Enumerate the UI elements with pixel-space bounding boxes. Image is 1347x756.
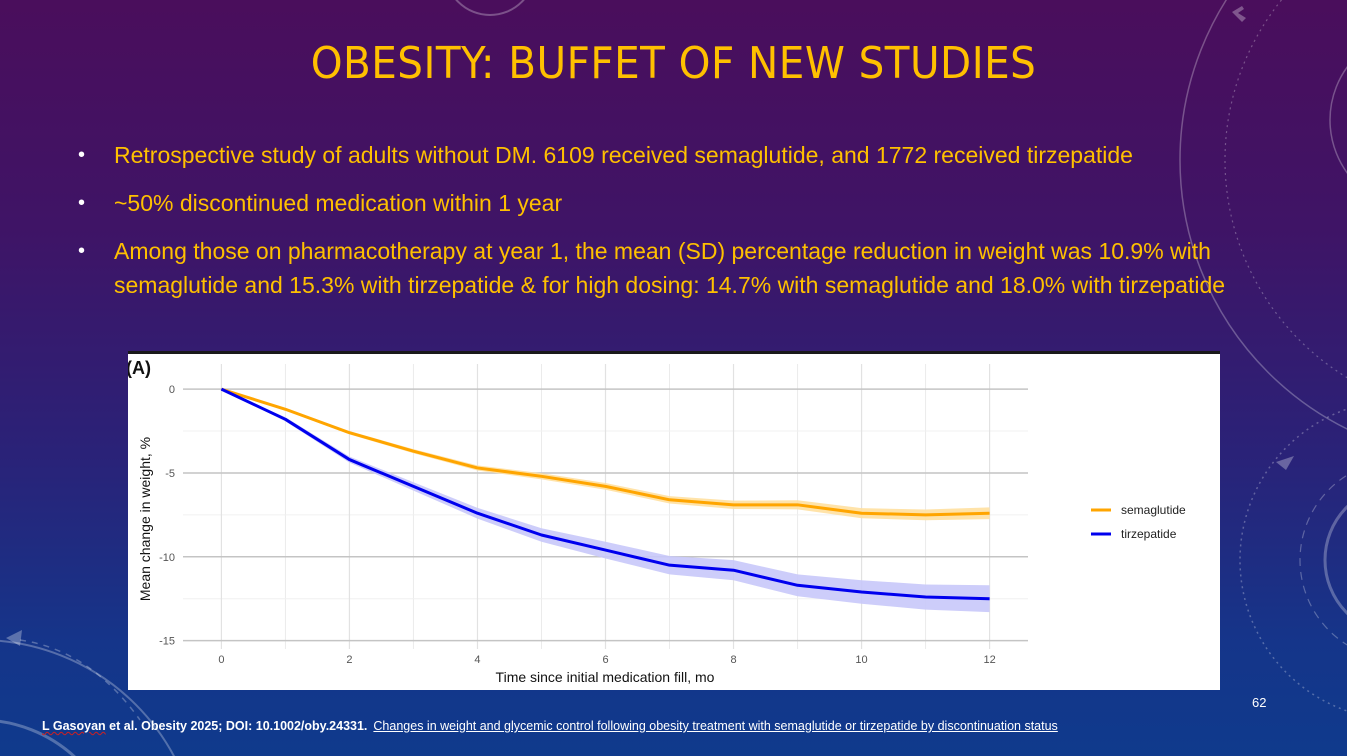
deco-ring-right-inner bbox=[1329, 66, 1347, 174]
bullet-item: • Retrospective study of adults without D… bbox=[78, 138, 1308, 172]
grid-major bbox=[183, 364, 1028, 649]
deco-dashed-arc-left bbox=[19, 639, 141, 721]
x-tick-label: 6 bbox=[602, 654, 608, 666]
deco-chevron-top-right bbox=[1232, 6, 1246, 22]
chart-figure: (A) 0 2 4 6 8 10 12 0 -5 -10 -15 Time since initi… bbox=[128, 351, 1220, 690]
x-tick-label: 12 bbox=[983, 654, 995, 666]
bullet-text: Among those on pharmacotherapy at year 1… bbox=[114, 238, 1226, 298]
x-tick-label: 2 bbox=[346, 654, 352, 666]
x-tick-label: 4 bbox=[474, 654, 480, 666]
citation: L Gasoyan et al. Obesity 2025; DOI: 10.1… bbox=[42, 719, 1058, 733]
bullet-list: • Retrospective study of adults without D… bbox=[78, 138, 1308, 316]
bullet-text: ~50% discontinued medication within 1 ye… bbox=[114, 190, 563, 216]
bullet-item: • ~50% discontinued medication within 1 y… bbox=[78, 186, 1308, 220]
citation-author: L Gasoyan bbox=[42, 719, 106, 733]
slide-number: 62 bbox=[1252, 695, 1267, 710]
chart-legend: semaglutide tirzepatide bbox=[1091, 503, 1186, 541]
deco-ring-bottom-right2 bbox=[1299, 474, 1347, 646]
bullet-dot-icon: • bbox=[78, 240, 86, 262]
citation-reference: L Gasoyan et al. Obesity 2025; DOI: 10.1… bbox=[42, 719, 367, 733]
y-tick-labels: 0 -5 -10 -15 bbox=[159, 384, 175, 647]
deco-ring-bottom-right bbox=[1239, 408, 1347, 712]
weight-change-chart: (A) 0 2 4 6 8 10 12 0 -5 -10 -15 Time since initi… bbox=[128, 358, 1186, 685]
y-tick-label: 0 bbox=[169, 384, 175, 396]
panel-label: (A) bbox=[128, 358, 151, 378]
y-axis-label: Mean change in weight, % bbox=[137, 437, 153, 601]
y-tick-label: -5 bbox=[165, 468, 175, 480]
x-tick-labels: 0 2 4 6 8 10 12 bbox=[218, 654, 995, 666]
y-tick-label: -10 bbox=[159, 552, 175, 564]
bullet-text: Retrospective study of adults without DM… bbox=[114, 142, 1133, 168]
x-tick-label: 0 bbox=[218, 654, 224, 666]
x-axis-label: Time since initial medication fill, mo bbox=[496, 669, 715, 685]
legend-label-tirzepatide: tirzepatide bbox=[1121, 527, 1177, 541]
ci-band-tirzepatide bbox=[221, 389, 990, 613]
bullet-item: • Among those on pharmacotherapy at year … bbox=[78, 234, 1308, 302]
deco-ring-bottom-right3 bbox=[1323, 504, 1347, 616]
deco-arrow-left bbox=[6, 630, 22, 646]
x-tick-label: 8 bbox=[730, 654, 736, 666]
bullet-dot-icon: • bbox=[78, 144, 86, 166]
bullet-dot-icon: • bbox=[78, 192, 86, 214]
x-tick-label: 10 bbox=[855, 654, 867, 666]
citation-link[interactable]: Changes in weight and glycemic control f… bbox=[373, 719, 1058, 733]
confidence-bands bbox=[221, 389, 990, 613]
y-tick-label: -15 bbox=[159, 636, 175, 648]
series-lines bbox=[220, 387, 990, 601]
legend-label-semaglutide: semaglutide bbox=[1121, 503, 1186, 517]
deco-ring-top bbox=[455, 0, 525, 16]
citation-ref-text: et al. Obesity 2025; DOI: 10.1002/oby.24… bbox=[105, 719, 368, 733]
deco-arrow-right bbox=[1276, 456, 1294, 470]
slide-title: OBESITY: BUFFET OF NEW STUDIES bbox=[310, 38, 1037, 89]
